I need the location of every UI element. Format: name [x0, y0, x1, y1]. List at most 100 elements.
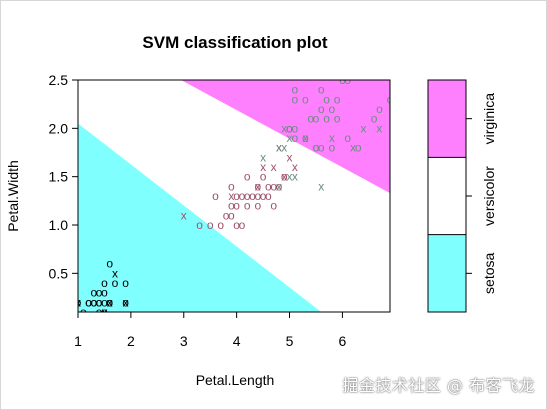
setosa-data-point: o	[101, 276, 108, 290]
virginica-support-vector: x	[276, 141, 282, 155]
versicolor-data-point: o	[244, 170, 251, 184]
versicolor-support-vector: x	[271, 160, 277, 174]
virginica-support-vector: x	[350, 141, 356, 155]
legend-border	[427, 79, 467, 313]
setosa-support-vector: x	[101, 305, 107, 319]
versicolor-data-point: o	[233, 218, 240, 232]
versicolor-data-point: o	[239, 189, 246, 203]
x-tick-label: 6	[339, 333, 347, 349]
virginica-support-vector: x	[292, 170, 298, 184]
versicolor-data-point: o	[254, 199, 261, 213]
x-tick-label: 5	[286, 333, 294, 349]
virginica-data-point: o	[313, 141, 320, 155]
virginica-data-point: o	[328, 141, 335, 155]
y-tick-label: 1.0	[49, 217, 69, 233]
region-virginica	[181, 80, 390, 194]
versicolor-data-point: o	[244, 199, 251, 213]
virginica-data-point: o	[291, 92, 298, 106]
virginica-data-point: o	[371, 112, 378, 126]
chart-title: SVM classification plot	[142, 33, 327, 52]
versicolor-data-point: o	[196, 218, 203, 232]
x-tick-label: 4	[233, 333, 241, 349]
versicolor-data-point: o	[281, 170, 288, 184]
virginica-data-point: o	[318, 83, 325, 97]
legend: setosa versicolor virginica	[427, 79, 497, 313]
plot-border	[77, 79, 391, 313]
setosa-data-point: o	[106, 295, 113, 309]
versicolor-data-point: o	[260, 170, 267, 184]
versicolor-support-vector: x	[276, 141, 282, 155]
versicolor-support-vector: x	[255, 179, 261, 193]
versicolor-data-point: o	[228, 179, 235, 193]
versicolor-data-point: o	[276, 179, 283, 193]
virginica-data-point: o	[313, 141, 320, 155]
legend-swatch-virginica	[428, 80, 466, 158]
virginica-support-vector: x	[302, 131, 308, 145]
virginica-support-vector: x	[276, 179, 282, 193]
versicolor-data-point: o	[244, 189, 251, 203]
setosa-support-vector: x	[75, 295, 81, 309]
versicolor-data-point: o	[223, 208, 230, 222]
virginica-support-vector: x	[287, 170, 293, 184]
virginica-support-vector: x	[329, 131, 335, 145]
virginica-data-point: o	[291, 121, 298, 135]
versicolor-support-vector: x	[281, 170, 287, 184]
x-axis-label: Petal.Length	[196, 372, 275, 388]
setosa-support-vector: x	[107, 295, 113, 309]
y-tick-label: 0.5	[49, 265, 69, 281]
watermark-text: 掘金技术社区 @ 布客飞龙	[342, 376, 535, 395]
virginica-data-point: o	[318, 141, 325, 155]
versicolor-data-point: o	[212, 189, 219, 203]
setosa-data-point: o	[112, 276, 119, 290]
x-tick-label: 1	[74, 333, 82, 349]
legend-label-versicolor: versicolor	[481, 166, 497, 226]
virginica-support-vector: x	[281, 121, 287, 135]
setosa-data-point: o	[101, 305, 108, 319]
setosa-data-point: o	[85, 295, 92, 309]
virginica-data-point: o	[376, 102, 383, 116]
setosa-support-vector: x	[123, 295, 129, 309]
versicolor-data-point: o	[228, 199, 235, 213]
virginica-data-point: o	[302, 131, 309, 145]
virginica-data-point: o	[307, 112, 314, 126]
virginica-data-point: o	[318, 102, 325, 116]
versicolor-data-point: o	[249, 189, 256, 203]
setosa-data-point: o	[122, 276, 129, 290]
setosa-data-point: o	[80, 305, 87, 319]
virginica-support-vector: x	[287, 131, 293, 145]
versicolor-support-vector: x	[228, 189, 234, 203]
y-tick-label: 1.5	[49, 169, 69, 185]
x-axis: 1 2 3 4 5 6	[74, 312, 347, 349]
versicolor-data-point: o	[207, 218, 214, 232]
setosa-data-point: o	[96, 295, 103, 309]
versicolor-support-vector: x	[292, 160, 298, 174]
setosa-data-point: o	[106, 295, 113, 309]
setosa-data-point: o	[91, 295, 98, 309]
versicolor-data-point: o	[239, 218, 246, 232]
legend-label-virginica: virginica	[481, 93, 497, 145]
versicolor-data-point: o	[228, 208, 235, 222]
versicolor-support-vector: x	[260, 160, 266, 174]
setosa-data-point: o	[85, 295, 92, 309]
virginica-support-vector: x	[376, 121, 382, 135]
virginica-data-point: o	[328, 102, 335, 116]
versicolor-data-point: o	[270, 179, 277, 193]
y-tick-label: 2.0	[49, 120, 69, 136]
setosa-data-point: o	[106, 257, 113, 271]
setosa-support-vector: x	[112, 266, 118, 280]
virginica-support-vector: x	[260, 150, 266, 164]
virginica-support-vector: x	[281, 141, 287, 155]
virginica-data-point: o	[339, 73, 346, 87]
versicolor-support-vector: x	[181, 208, 187, 222]
virginica-data-point: o	[355, 141, 362, 155]
virginica-support-vector: x	[318, 179, 324, 193]
legend-swatch-versicolor	[428, 157, 466, 235]
versicolor-support-vector: x	[287, 150, 293, 164]
versicolor-data-point: o	[260, 189, 267, 203]
y-tick-label: 2.5	[49, 72, 69, 88]
y-axis-label: Petal.Width	[5, 160, 21, 232]
virginica-data-point: o	[334, 112, 341, 126]
legend-swatch-setosa	[428, 234, 466, 312]
versicolor-data-point: o	[265, 189, 272, 203]
versicolor-data-point: o	[233, 189, 240, 203]
